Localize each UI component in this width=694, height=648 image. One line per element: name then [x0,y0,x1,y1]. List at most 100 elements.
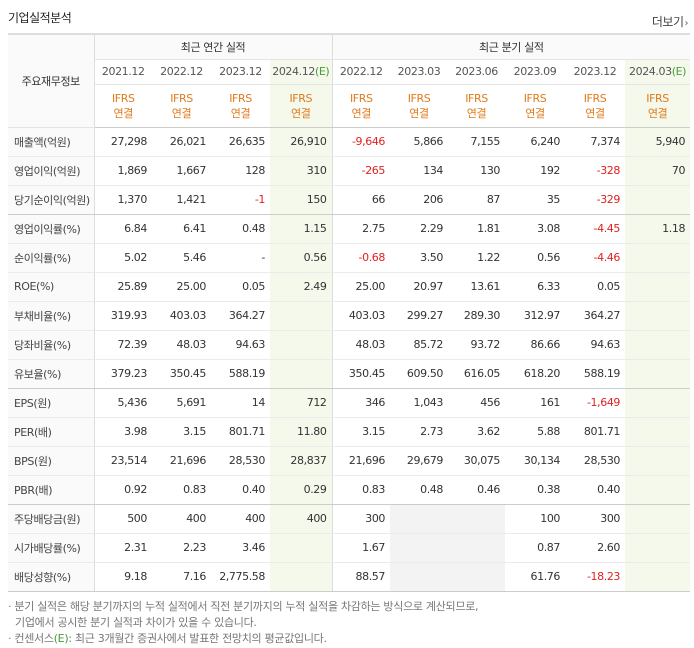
table-cell: 23,514 [93,446,152,476]
table-row: 순이익률(%) 5.02 5.46-0.56 -0.68 3.50 1.22 0.56 -4.… [8,243,691,273]
more-label[interactable]: 더보기 [651,15,684,29]
ifrs-label: IFRS 연결 [448,84,506,128]
table-cell: 0.38 [505,475,566,505]
table-cell: 2.73 [390,417,449,447]
table-cell: 6.84 [93,214,152,244]
table-row: 배당성향(%) 9.18 7.16 2,775.58 88.57 61.76 -18.23 [8,562,691,592]
table-row: BPS(원) 23,514 21,696 28,530 28,837 21,696 29,6… [8,446,691,476]
table-cell: 2.29 [390,214,449,244]
table-cell: 801.71 [211,417,270,447]
table-cell: 7,155 [448,127,506,157]
table-cell: 0.48 [211,214,270,244]
table-cell: 1.15 [270,214,333,244]
ifrs-label: IFRS 연결 [390,84,449,128]
table-cell: 3.08 [505,214,566,244]
period-header: 2024.12(E) [270,59,333,85]
table-cell: 61.76 [505,562,566,592]
more-link[interactable]: 더보기› [651,13,689,30]
estimate-mark: (E) [53,632,69,645]
table-row: 유보율(%) 379.23 350.45 588.19 350.45 609.50 616.… [8,359,691,389]
table-cell: 403.03 [152,301,211,331]
table-cell: 5.02 [93,243,152,273]
table-cell: 5,866 [390,127,449,157]
period-header: 2023.09 [505,59,566,85]
table-cell [625,359,691,389]
table-cell: 28,530 [565,446,626,476]
table-cell: 3.50 [390,243,449,273]
ifrs-label: IFRS 연결 [93,84,152,128]
table-cell: 0.29 [270,475,333,505]
table-cell: 300 [565,504,626,534]
table-cell: 0.40 [565,475,626,505]
table-cell: 5.88 [505,417,566,447]
table-cell: 21,696 [152,446,211,476]
row-label: EPS(원) [8,388,94,418]
row-label: 매출액(억원) [8,127,94,157]
table-cell: 161 [505,388,566,418]
table-cell: 1.67 [331,533,391,563]
table-cell: 3.98 [93,417,152,447]
table-cell: 25.89 [93,272,152,302]
table-cell: 26,021 [152,127,211,157]
table-cell: 21,696 [331,446,391,476]
table-row: 영업이익(억원) 1,869 1,667 128 310 -265 134 130 192 -32… [8,156,691,186]
table-cell [270,301,333,331]
table-cell: 379.23 [93,359,152,389]
table-cell [625,272,691,302]
table-cell: 0.48 [390,475,449,505]
table-cell: 25.00 [331,272,391,302]
ifrs-label: IFRS 연결 [211,84,270,128]
table-cell: 6,240 [505,127,566,157]
table-cell [625,446,691,476]
table-cell: -1,649 [565,388,626,418]
table-cell: 0.92 [93,475,152,505]
table-cell: -4.45 [565,214,626,244]
table-cell [270,562,333,592]
table-cell: 310 [270,156,333,186]
table-cell: 3.62 [448,417,506,447]
table-cell: 94.63 [211,330,270,360]
ifrs-label: IFRS 연결 [565,84,626,128]
table-cell: 28,837 [270,446,333,476]
table-cell: 0.46 [448,475,506,505]
table-cell: 289.30 [448,301,506,331]
table-cell [625,533,691,563]
table-cell [270,359,333,389]
table-cell: 2,775.58 [211,562,270,592]
table-cell: 0.40 [211,475,270,505]
period-header: 2023.12 [211,59,270,85]
table-cell [625,417,691,447]
table-cell: 2.31 [93,533,152,563]
row-label: 부채비율(%) [8,301,94,331]
table-cell: 206 [390,185,449,215]
table-cell: 319.93 [93,301,152,331]
table-cell: - [211,243,270,273]
table-row: EPS(원) 5,436 5,691 14 712 346 1,043 456 161 -1,64… [8,388,691,418]
table-cell: 27,298 [93,127,152,157]
table-cell [448,504,506,534]
table-cell: -0.68 [331,243,391,273]
table-row: PER(배) 3.98 3.15 801.71 11.80 3.15 2.73 3.62 5.8… [8,417,691,447]
period-header: 2024.03(E) [625,59,691,85]
table-cell: 7,374 [565,127,626,157]
table-row: 부채비율(%) 319.93 403.03 364.27 403.03 299.27 289… [8,301,691,331]
table-cell: 5,691 [152,388,211,418]
table-cell: 6.33 [505,272,566,302]
table-cell: 2.49 [270,272,333,302]
table-cell: 26,635 [211,127,270,157]
row-label: 유보율(%) [8,359,94,389]
table-cell: 299.27 [390,301,449,331]
table-cell: 5,940 [625,127,691,157]
table-cell: 0.56 [505,243,566,273]
table-cell [448,533,506,563]
table-cell: 456 [448,388,506,418]
table-cell: 403.03 [331,301,391,331]
table-cell: -265 [331,156,391,186]
table-cell: 0.56 [270,243,333,273]
ifrs-label: IFRS 연결 [152,84,211,128]
table-cell: 70 [625,156,691,186]
table-cell: 150 [270,185,333,215]
row-label: ROE(%) [8,272,94,302]
table-cell [270,533,333,563]
ifrs-label: IFRS 연결 [625,84,691,128]
